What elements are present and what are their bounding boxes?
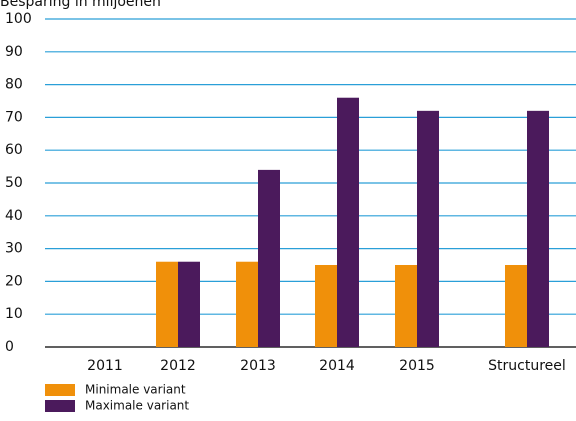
bar (337, 97, 359, 347)
legend-label: Maximale variant (85, 399, 189, 413)
bar (505, 265, 527, 347)
bar (315, 265, 337, 347)
y-tick-label: 20 (5, 273, 23, 289)
y-tick-label: 60 (5, 142, 23, 158)
y-tick-label: 30 (5, 241, 23, 257)
bar (527, 110, 549, 347)
x-tick-label: 2011 (87, 358, 123, 374)
y-tick-label: 80 (5, 77, 23, 93)
x-tick-label: 2015 (399, 358, 435, 374)
bar (395, 265, 417, 347)
y-tick-label: 40 (5, 208, 23, 224)
x-tick-label: 2014 (319, 358, 355, 374)
legend-label: Minimale variant (85, 383, 186, 397)
bar (236, 261, 258, 347)
bar (258, 169, 280, 347)
legend-swatch (45, 384, 75, 396)
y-tick-label: 10 (5, 306, 23, 322)
y-tick-label: 0 (5, 339, 14, 355)
bar (178, 261, 200, 347)
x-tick-label: 2013 (240, 358, 276, 374)
y-tick-label: 50 (5, 175, 23, 191)
y-tick-label: 100 (5, 11, 32, 27)
y-tick-label: 90 (5, 44, 23, 60)
x-tick-label: 2012 (160, 358, 196, 374)
legend-swatch (45, 400, 75, 412)
x-tick-label: Structureel (488, 358, 566, 374)
bar (417, 110, 439, 347)
bar (156, 261, 178, 347)
chart-title: Besparing in miljoenen (0, 0, 161, 10)
y-tick-label: 70 (5, 109, 23, 125)
